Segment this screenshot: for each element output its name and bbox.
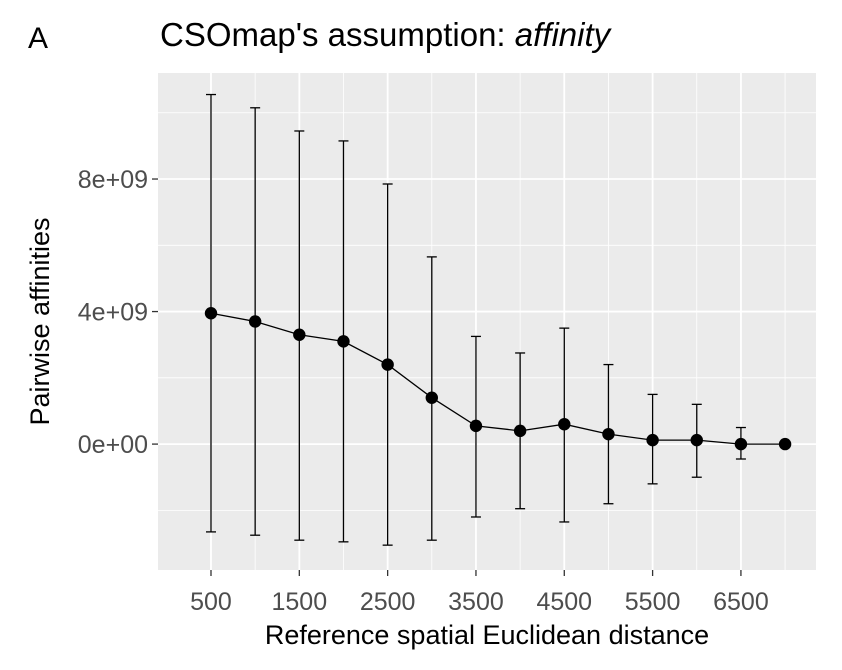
data-point bbox=[513, 424, 527, 438]
panel-background bbox=[158, 73, 816, 570]
panel-letter: A bbox=[28, 22, 49, 55]
data-point bbox=[602, 427, 615, 441]
x-axis-label: Reference spatial Euclidean distance bbox=[265, 620, 709, 650]
data-points bbox=[204, 307, 792, 451]
data-point bbox=[204, 307, 218, 320]
x-tick-label: 4500 bbox=[536, 588, 592, 616]
x-tick-label: 1500 bbox=[272, 588, 328, 616]
y-tick-label: 0e+00 bbox=[78, 431, 148, 459]
title-emphasis: affinity bbox=[514, 16, 611, 53]
title-prefix: CSOmap's assumption: bbox=[160, 16, 515, 53]
chart-title: CSOmap's assumption: affinity bbox=[160, 16, 610, 54]
data-point bbox=[381, 358, 394, 371]
y-tick-label: 4e+09 bbox=[78, 299, 148, 327]
data-point bbox=[425, 391, 438, 404]
data-point bbox=[734, 437, 748, 451]
data-point bbox=[469, 419, 483, 433]
y-tick-label: 8e+09 bbox=[78, 166, 148, 194]
y-axis: 0e+00 4e+09 8e+09 bbox=[78, 166, 158, 459]
data-point bbox=[778, 437, 792, 451]
x-tick-label: 6500 bbox=[713, 588, 769, 616]
x-tick-label: 3500 bbox=[448, 588, 504, 616]
x-tick-label: 5500 bbox=[625, 588, 681, 616]
data-point bbox=[558, 418, 571, 431]
data-point bbox=[690, 433, 703, 447]
x-tick-label: 2500 bbox=[360, 588, 416, 616]
x-tick-label: 500 bbox=[190, 588, 232, 616]
series-line bbox=[210, 312, 786, 445]
y-axis-label: Pairwise affinities bbox=[25, 217, 55, 425]
data-point bbox=[337, 335, 350, 348]
data-point bbox=[293, 328, 306, 341]
data-point bbox=[646, 433, 659, 447]
data-point bbox=[248, 315, 262, 328]
x-axis: 500 1500 2500 3500 4500 5500 6500 bbox=[190, 570, 769, 616]
